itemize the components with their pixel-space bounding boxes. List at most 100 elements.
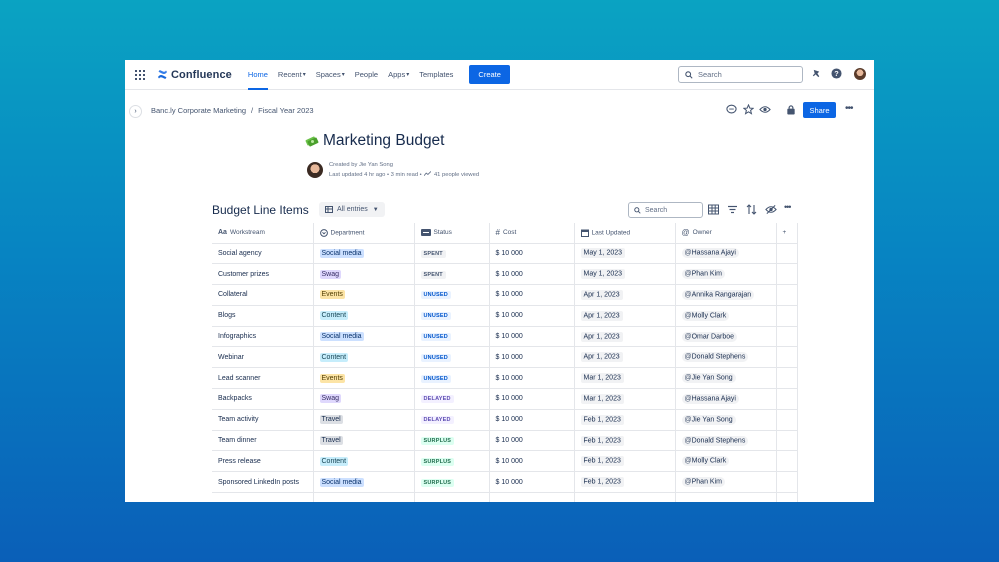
cell-workstream[interactable]: Press release [212,450,314,473]
cell-owner[interactable]: @Phan Kim [675,471,777,494]
cell-status[interactable]: SURPLUS [414,471,490,494]
cell-department[interactable]: Content [313,305,415,327]
cell-last-updated[interactable]: Feb 1, 2023 [574,471,676,494]
cell-owner[interactable]: @Hassana Ajayi [675,388,777,410]
table-row[interactable]: Lead scanner Events UNUSED $ 10 000 Mar 1, 2… [212,367,798,390]
cell-cost[interactable]: $ 10 000 [489,367,575,390]
cell-workstream[interactable]: Sponsored LinkedIn posts [212,471,314,494]
cell-last-updated[interactable]: Apr 1, 2023 [574,305,676,327]
cell-owner[interactable]: @Donald Stephens [675,346,777,369]
database-more-icon[interactable]: ••• [784,202,792,212]
cell-department[interactable]: Content [313,450,415,473]
cell-department[interactable]: Events [313,284,415,306]
cell-department[interactable]: Travel [313,430,415,452]
cell-cost[interactable]: $ 10 000 [489,284,575,306]
help-icon[interactable]: ? [831,68,842,79]
cell-workstream[interactable]: Webinar [212,346,314,369]
cell-cost[interactable]: $ 10 000 [489,346,575,369]
cell-status[interactable]: UNUSED [414,305,490,327]
author-avatar[interactable] [307,162,323,178]
cell-status[interactable]: SURPLUS [414,450,490,473]
cell-workstream[interactable]: Collateral [212,284,314,306]
cell-workstream[interactable]: Team activity [212,409,314,431]
cell-last-updated[interactable]: Apr 1, 2023 [574,284,676,306]
column-header-owner[interactable]: @ Owner [675,223,777,244]
cell-workstream[interactable]: Team dinner [212,430,314,452]
cell-department[interactable]: Social media [313,243,415,265]
app-switcher-icon[interactable] [135,69,145,80]
create-button[interactable]: Create [469,65,510,84]
cell-department[interactable]: Social media [313,326,415,348]
cell-cost[interactable]: $ 10 000 [489,263,575,286]
cell-department[interactable]: Events [313,367,415,390]
table-layout-icon[interactable] [708,204,719,215]
cell-last-updated[interactable]: May 1, 2023 [574,263,676,286]
expand-sidebar-button[interactable]: › [129,105,142,118]
cell-workstream[interactable]: Social agency [212,243,314,265]
cell-owner[interactable]: @Molly Clark [675,450,777,473]
cell-status[interactable]: SPENT [414,243,490,265]
column-header-workstream[interactable]: Aa Workstream [212,223,314,244]
nav-spaces[interactable]: Spaces ▾ [316,60,345,90]
cell-status[interactable]: UNUSED [414,326,490,348]
database-search-input[interactable]: Search [628,202,703,218]
cell-cost[interactable]: $ 10 000 [489,450,575,473]
cell-department[interactable]: Swag [313,388,415,410]
breadcrumb-page[interactable]: Fiscal Year 2023 [258,106,314,115]
breadcrumb-space[interactable]: Banc.ly Corporate Marketing [151,106,247,115]
hide-fields-icon[interactable] [765,204,777,215]
column-header-status[interactable]: Status [414,223,490,244]
cell-status[interactable]: SURPLUS [414,430,490,452]
star-icon[interactable] [743,104,754,115]
nav-templates[interactable]: Templates [419,60,453,90]
cell-department[interactable]: Travel [313,409,415,431]
cell-status[interactable]: UNUSED [414,346,490,369]
filter-icon[interactable] [727,204,738,215]
cell-status[interactable]: SPENT [414,263,490,286]
cell-cost[interactable]: $ 10 000 [489,243,575,265]
table-row[interactable]: Backpacks Swag DELAYED $ 10 000 Mar 1, 2023 @… [212,388,798,410]
cell-owner[interactable]: @Omar Darboe [675,326,777,348]
cell-last-updated[interactable]: Apr 1, 2023 [574,326,676,348]
nav-people[interactable]: People [355,60,378,90]
cell-owner[interactable]: @Jie Yan Song [675,367,777,390]
table-row-partial[interactable] [212,492,798,502]
cell-owner[interactable]: @Hassana Ajayi [675,243,777,265]
table-row[interactable]: Customer prizes Swag SPENT $ 10 000 May 1, 2… [212,263,798,286]
cell-status[interactable]: DELAYED [414,409,490,431]
cell-owner[interactable]: @Molly Clark [675,305,777,327]
cell-status[interactable]: DELAYED [414,388,490,410]
cell-status[interactable]: UNUSED [414,367,490,390]
cell-cost[interactable]: $ 10 000 [489,471,575,494]
view-selector[interactable]: All entries ▼ [319,202,385,217]
cell-last-updated[interactable]: Mar 1, 2023 [574,367,676,390]
table-row[interactable]: Team dinner Travel SURPLUS $ 10 000 Feb 1, 2… [212,430,798,452]
sort-icon[interactable] [746,204,757,215]
table-row[interactable]: Press release Content SURPLUS $ 10 000 Feb 1… [212,450,798,473]
cell-department[interactable]: Social media [313,471,415,494]
cell-cost[interactable]: $ 10 000 [489,305,575,327]
cell-last-updated[interactable]: Apr 1, 2023 [574,346,676,369]
table-row[interactable]: Team activity Travel DELAYED $ 10 000 Feb 1,… [212,409,798,431]
cell-cost[interactable]: $ 10 000 [489,326,575,348]
more-actions-icon[interactable]: ••• [845,103,853,114]
cell-owner[interactable]: @Donald Stephens [675,430,777,452]
cell-last-updated[interactable]: Feb 1, 2023 [574,450,676,473]
cell-status[interactable]: UNUSED [414,284,490,306]
nav-apps[interactable]: Apps ▾ [388,60,409,90]
cell-owner[interactable]: @Phan Kim [675,263,777,286]
user-avatar[interactable] [854,68,866,80]
cell-cost[interactable]: $ 10 000 [489,388,575,410]
notifications-icon[interactable] [811,68,822,79]
watch-icon[interactable] [759,104,771,115]
table-row[interactable]: Social agency Social media SPENT $ 10 000 Ma… [212,243,798,265]
table-row[interactable]: Infographics Social media UNUSED $ 10 000 Ap… [212,326,798,348]
cell-workstream[interactable]: Lead scanner [212,367,314,390]
cell-last-updated[interactable]: Mar 1, 2023 [574,388,676,410]
cell-workstream[interactable]: Backpacks [212,388,314,410]
share-button[interactable]: Share [803,102,836,118]
cell-workstream[interactable]: Blogs [212,305,314,327]
cell-cost[interactable]: $ 10 000 [489,409,575,431]
column-header-cost[interactable]: # Cost [489,223,575,244]
nav-home[interactable]: Home [247,60,268,90]
